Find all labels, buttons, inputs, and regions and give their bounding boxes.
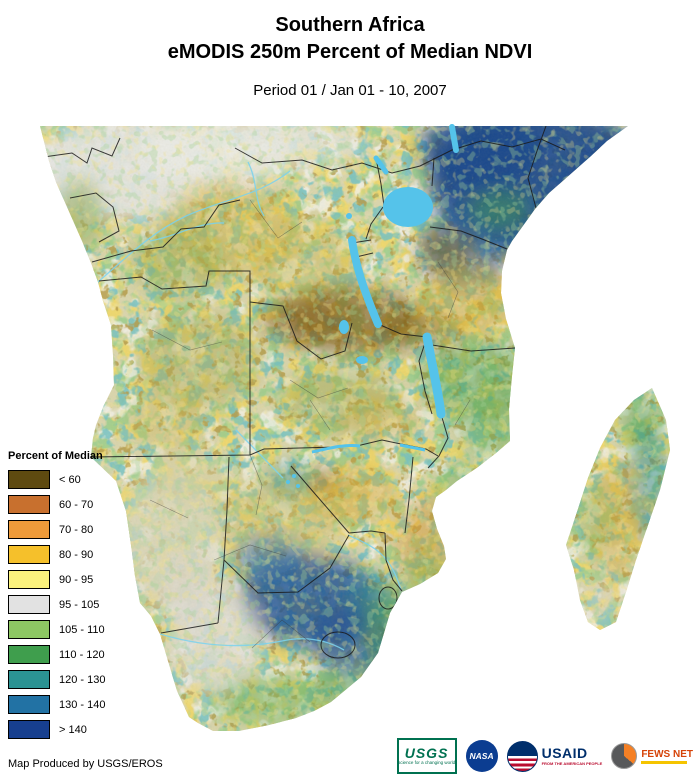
lake-mweru	[339, 320, 349, 334]
legend-item-label: 120 - 130	[59, 673, 106, 686]
usgs-logo: USGS science for a changing world	[396, 738, 457, 774]
lake-malawi	[422, 332, 446, 419]
legend-item: 110 - 120	[8, 642, 105, 667]
nasa-logo-text: NASA	[469, 751, 494, 761]
map-title-line2: eMODIS 250m Percent of Median NDVI	[167, 41, 533, 63]
legend-swatch	[8, 470, 50, 489]
rivers	[97, 161, 402, 651]
attribution-text: Map Produced by USGS/EROS	[8, 758, 163, 770]
legend-item-label: 70 - 80	[59, 523, 94, 536]
legend-item: 95 - 105	[8, 592, 105, 617]
legend-item-label: 105 - 110	[59, 623, 105, 636]
usaid-seal-icon	[506, 740, 538, 772]
legend-swatch	[8, 570, 50, 589]
map-header: Southern Africa eMODIS 250m Percent of M…	[0, 0, 700, 99]
legend-items: < 60 60 - 70 70 - 80 80 - 90 90 - 95 95 - 105…	[8, 467, 105, 742]
legend-swatch	[8, 545, 50, 564]
usgs-logo-text: USGS	[404, 745, 449, 762]
lake-albert	[373, 155, 389, 175]
legend-item: 80 - 90	[8, 542, 105, 567]
usaid-logo-text: USAID	[541, 745, 588, 762]
admin-borders	[149, 199, 471, 649]
legend-item-label: 80 - 90	[59, 548, 94, 561]
legend-item: 130 - 140	[8, 692, 105, 717]
legend-item: > 140	[8, 717, 105, 742]
lake-tanganyika	[348, 236, 382, 328]
legend-item-label: > 140	[59, 723, 87, 736]
nasa-logo: NASA	[465, 740, 498, 772]
legend-item: 120 - 130	[8, 667, 105, 692]
lake-kariba	[311, 444, 361, 454]
map-period-subtitle: Period 01 / Jan 01 - 10, 2007	[253, 82, 447, 99]
logo-row: USGS science for a changing world NASA U…	[394, 736, 695, 776]
legend-swatch	[8, 670, 50, 689]
lake-kivu	[346, 213, 352, 219]
legend-item-label: 90 - 95	[59, 573, 94, 586]
legend-item: 70 - 80	[8, 517, 105, 542]
lakes	[286, 124, 459, 488]
lake-bangweulu	[356, 356, 368, 364]
legend-swatch	[8, 645, 50, 664]
lake-cahora-bassa	[399, 443, 426, 452]
legend-item: 60 - 70	[8, 492, 105, 517]
map-title-line1: Southern Africa	[275, 14, 425, 36]
legend-item: 90 - 95	[8, 567, 105, 592]
legend: Percent of Median < 60 60 - 70 70 - 80 80 -…	[8, 450, 105, 742]
legend-item-label: 60 - 70	[59, 498, 94, 511]
lake-turkana	[449, 124, 459, 153]
legend-swatch	[8, 520, 50, 539]
legend-title: Percent of Median	[8, 450, 103, 462]
legend-swatch	[8, 495, 50, 514]
legend-item-label: < 60	[59, 473, 81, 486]
legend-swatch	[8, 695, 50, 714]
ndvi-overlay-texture	[40, 126, 670, 731]
legend-item-label: 130 - 140	[59, 698, 106, 711]
lake-victoria	[383, 187, 433, 227]
legend-swatch	[8, 720, 50, 739]
map-title: Southern Africa eMODIS 250m Percent of M…	[0, 12, 700, 66]
fewsnet-bar	[641, 760, 688, 764]
legend-swatch	[8, 595, 50, 614]
legend-item: 105 - 110	[8, 617, 105, 642]
legend-swatch	[8, 620, 50, 639]
usaid-logo: USAID FROM THE AMERICAN PEOPLE	[506, 740, 603, 772]
legend-item-label: 95 - 105	[59, 598, 100, 611]
lesotho-border	[320, 631, 356, 659]
usaid-tagline: FROM THE AMERICAN PEOPLE	[541, 760, 603, 766]
legend-item-label: 110 - 120	[59, 648, 105, 661]
usgs-tagline: science for a changing world	[398, 760, 456, 766]
fewsnet-logo: FEWS NET	[611, 743, 693, 769]
swaziland-border	[378, 586, 398, 610]
legend-item: < 60	[8, 467, 105, 492]
fewsnet-logo-text: FEWS NET	[641, 748, 693, 760]
fewsnet-globe-icon	[611, 743, 638, 769]
